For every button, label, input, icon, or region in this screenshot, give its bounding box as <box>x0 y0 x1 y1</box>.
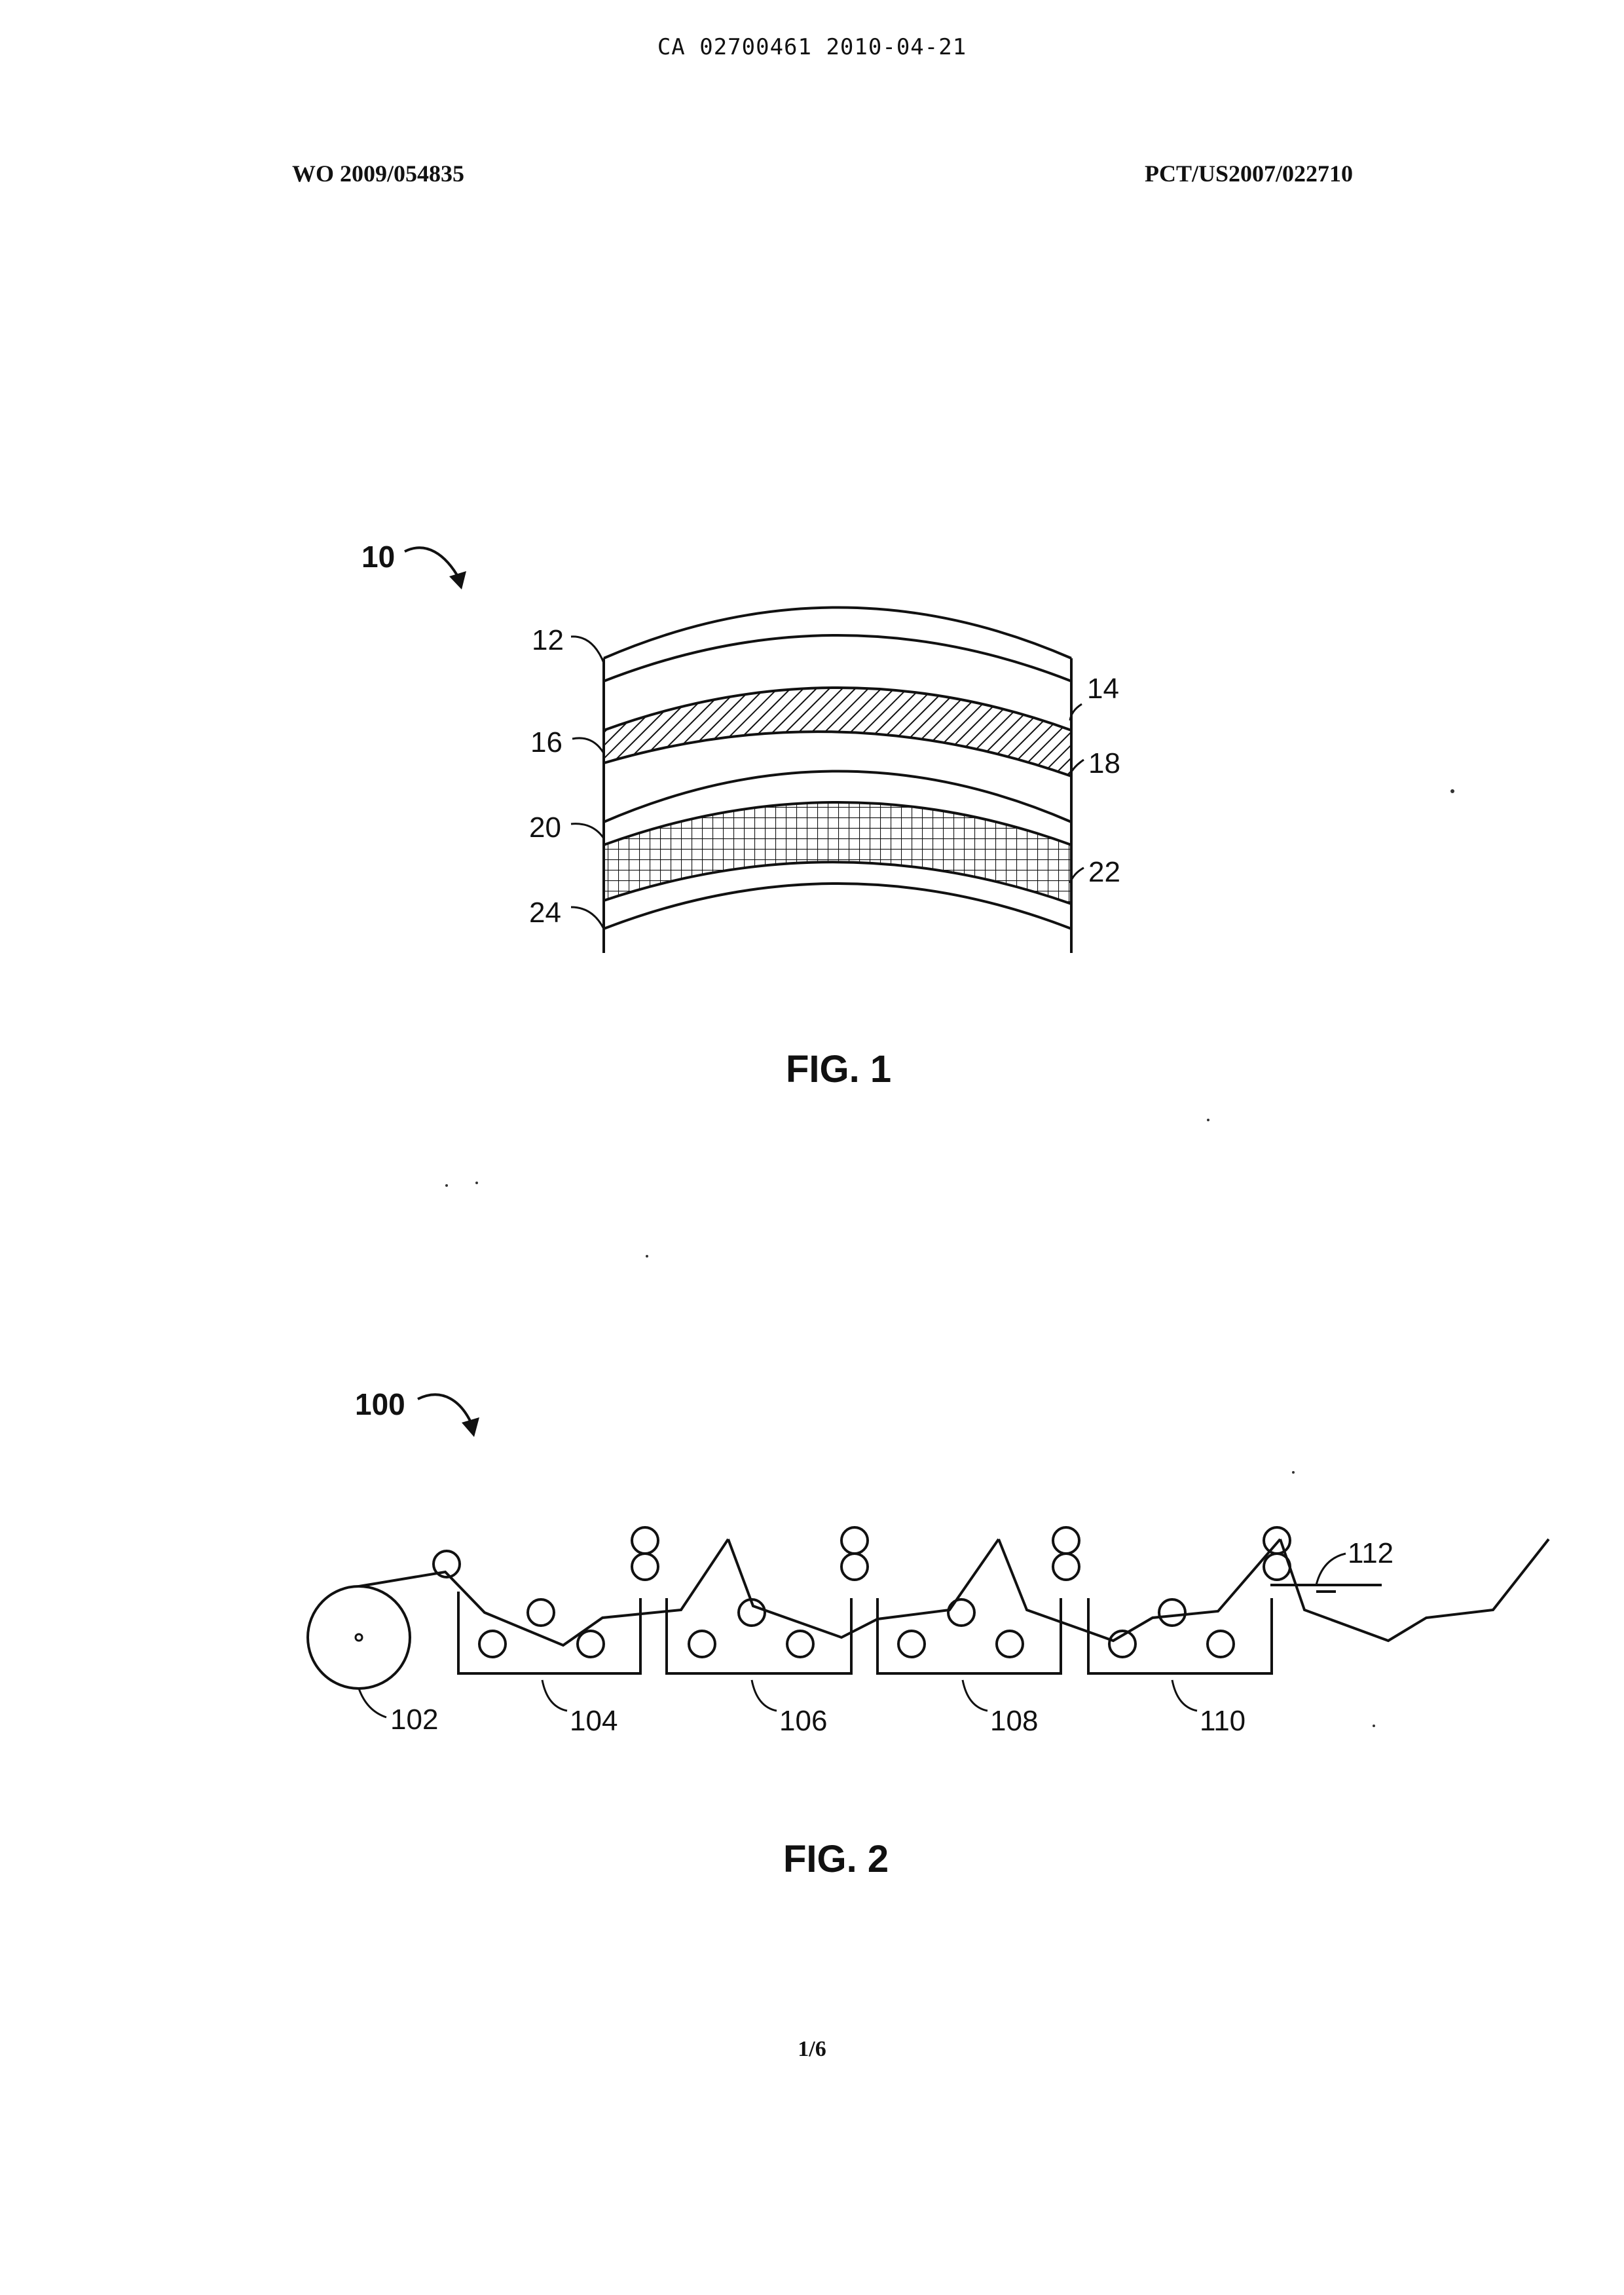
label-16: 16 <box>530 726 563 758</box>
layer-boundary-top <box>604 608 1071 659</box>
leader-110 <box>1172 1680 1197 1711</box>
label-14: 14 <box>1087 673 1119 705</box>
label-106: 106 <box>779 1705 827 1737</box>
roller-110-b <box>1159 1599 1185 1626</box>
label-112: 112 <box>1348 1537 1393 1569</box>
roller-104-c <box>578 1631 604 1657</box>
roller-108-c <box>997 1631 1023 1657</box>
label-22: 22 <box>1088 856 1120 888</box>
roller-108-a <box>898 1631 925 1657</box>
scan-specks <box>445 789 1454 1727</box>
fig2-arrowhead-100 <box>462 1417 479 1437</box>
figure-2-caption: FIG. 2 <box>783 1838 889 1880</box>
leader-20 <box>571 824 604 838</box>
leader-102 <box>359 1689 386 1717</box>
label-104: 104 <box>570 1705 618 1737</box>
leader-112 <box>1316 1554 1346 1585</box>
roller-104-b <box>528 1599 554 1626</box>
leader-106 <box>752 1680 777 1711</box>
fig1-arrow-10 <box>405 548 460 580</box>
roller-110-c <box>1208 1631 1234 1657</box>
roller-108-b <box>948 1599 974 1626</box>
figure-2: 100 102 <box>308 1387 1549 1880</box>
figure-1-caption: FIG. 1 <box>786 1048 891 1091</box>
leader-108 <box>963 1680 987 1711</box>
leader-16 <box>572 738 604 753</box>
label-20: 20 <box>529 812 561 844</box>
roller-pair-3-top <box>1053 1527 1079 1554</box>
tank-108 <box>877 1598 1061 1673</box>
label-102: 102 <box>390 1704 438 1736</box>
roller-pair-2-top <box>841 1527 868 1554</box>
roller-pair-3-bottom <box>1053 1554 1079 1580</box>
web-path-tank-110 <box>1280 1539 1549 1641</box>
roller-pair-2-bottom <box>841 1554 868 1580</box>
leader-12 <box>571 637 604 663</box>
roller-106-c <box>787 1631 813 1657</box>
mesh-layer-22 <box>604 802 1071 904</box>
label-110: 110 <box>1200 1705 1246 1737</box>
fig1-arrowhead-10 <box>449 571 466 589</box>
roller-pair-1-bottom <box>632 1554 658 1580</box>
web-path-tank-104 <box>359 1539 728 1645</box>
roller-pair-1-top <box>632 1527 658 1554</box>
leader-104 <box>542 1680 567 1711</box>
label-108: 108 <box>990 1705 1038 1737</box>
roller-pair-4-bottom <box>1264 1554 1290 1580</box>
figure-1: 10 12 14 16 18 20 22 24 FIG. 1 <box>361 540 1120 1091</box>
roller-106-a <box>689 1631 715 1657</box>
fig2-reference-100: 100 <box>355 1387 405 1421</box>
supply-roll-102 <box>308 1586 410 1689</box>
leader-24 <box>571 907 604 929</box>
fig1-reference-10: 10 <box>361 540 395 574</box>
web-path-tank-108 <box>999 1539 1280 1641</box>
layer-boundary-24 <box>604 884 1071 929</box>
label-12: 12 <box>532 624 564 656</box>
tank-110 <box>1088 1598 1272 1673</box>
web-path-tank-106 <box>728 1539 999 1637</box>
sheet-number: 1/6 <box>0 2037 1624 2062</box>
layer-boundary-12 <box>604 635 1071 681</box>
label-18: 18 <box>1088 747 1120 779</box>
supply-roll-core <box>356 1634 362 1641</box>
roller-104-a <box>479 1631 506 1657</box>
label-24: 24 <box>529 897 561 929</box>
roller-pair-4-top <box>1264 1527 1290 1554</box>
